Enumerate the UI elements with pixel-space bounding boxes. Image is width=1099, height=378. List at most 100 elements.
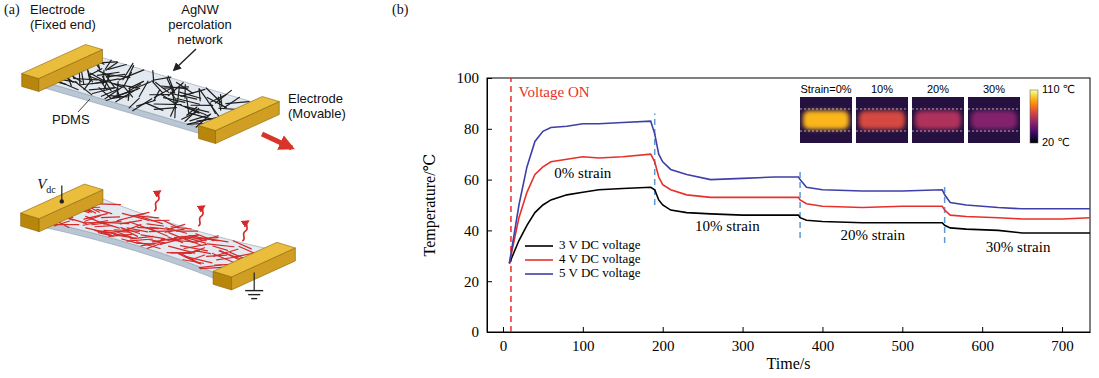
nanowire [115, 231, 131, 237]
nanowire [178, 88, 179, 98]
thermal-band [971, 111, 1017, 129]
nanowire [147, 224, 163, 226]
tick-mark [1062, 327, 1063, 332]
figure: (a)Electrode(Fixed end)AgNWpercolationne… [0, 0, 1099, 378]
tick-label: 100 [457, 70, 480, 86]
nanowire [120, 220, 141, 223]
nanowire [191, 105, 213, 106]
tick-label: 80 [464, 121, 479, 137]
inset: Strain=0%10%20%30%110 ℃20 ℃ [800, 83, 1075, 148]
thermal-band [859, 111, 905, 129]
tick-mark [487, 281, 492, 282]
tick-label: 200 [652, 338, 675, 354]
legend-label: 3 V DC voltage [559, 237, 641, 252]
nanowire [106, 76, 114, 87]
thermal-band [803, 111, 849, 129]
nanowire [151, 220, 169, 222]
tick-mark [822, 327, 823, 332]
x-axis: 0100200300400500600700 [488, 327, 1091, 354]
tick-label: 60 [464, 172, 479, 188]
tick-label: 0 [500, 338, 508, 354]
colorbar-label: 110 ℃ [1042, 83, 1075, 95]
nanowire [97, 209, 112, 213]
nanowire [83, 220, 108, 225]
tick: 300 [732, 327, 755, 354]
tick-mark [487, 332, 492, 333]
annotation: 20% strain [840, 227, 905, 243]
nanowire [207, 244, 234, 247]
tick-mark [487, 129, 492, 130]
sample-edge [800, 108, 852, 109]
legend-swatch [525, 273, 553, 275]
legend-swatch [525, 259, 553, 261]
sample-edge [912, 108, 964, 109]
legend-label: 4 V DC voltage [559, 251, 641, 266]
nanowire [215, 90, 231, 103]
nanowire [185, 238, 202, 245]
series-line [509, 154, 1090, 263]
nanowire [95, 230, 112, 235]
nanowire [226, 102, 249, 104]
nanowire [99, 203, 121, 205]
voltage-subscript: dc [46, 184, 56, 195]
thermal-background [912, 97, 964, 143]
nanowire [84, 80, 91, 90]
tick-label: 500 [892, 338, 915, 354]
nanowire [171, 227, 191, 229]
nanowire [95, 226, 112, 227]
terminal-wire [61, 185, 62, 201]
thermal-background [856, 97, 908, 143]
nanowire [130, 236, 153, 238]
tick-label: 700 [1051, 338, 1074, 354]
nanowire [90, 73, 106, 82]
nanowire [164, 87, 189, 88]
nanowire [210, 103, 215, 113]
leader-line [78, 99, 90, 112]
panel-label: (a) [4, 2, 20, 18]
tick-label: 20 [464, 274, 479, 290]
y-axis: 0 20 40 60 80 100 [457, 70, 493, 340]
tick: 100 [572, 327, 595, 354]
legend: 3 V DC voltage4 V DC voltage5 V DC volta… [525, 237, 641, 280]
tick-mark [487, 180, 492, 181]
nanowire [128, 84, 140, 91]
nanowire [171, 93, 197, 99]
nanowire [195, 237, 218, 239]
annotation: 10% strain [695, 218, 760, 234]
ground-bar [251, 298, 257, 299]
nanowire [98, 70, 111, 77]
tick-mark [743, 327, 744, 332]
tick: 700 [1051, 327, 1074, 354]
tick: 500 [892, 327, 915, 354]
sample-edge [856, 108, 908, 109]
label-movable-electrode: Electrode [288, 91, 343, 106]
colorbar [1030, 90, 1038, 143]
nanowire [98, 233, 113, 237]
nanowire [169, 246, 195, 253]
heat-arrow [198, 206, 204, 226]
electrode-right-top [213, 242, 295, 277]
tick-label: 40 [464, 223, 479, 239]
nanowire [108, 65, 126, 70]
y-axis-title: Temperature/℃ [421, 154, 439, 257]
nanowire [123, 73, 131, 87]
panel-label: (b) [392, 2, 409, 18]
tick: 20 [464, 274, 492, 290]
nanowire [186, 107, 199, 113]
axis-line [487, 79, 488, 333]
nanowire [191, 255, 205, 260]
nanowire [130, 222, 154, 231]
electrode-right [213, 242, 295, 290]
nanowire [106, 92, 129, 101]
tick-label: 0 [472, 324, 480, 340]
tick: 80 [464, 121, 492, 137]
nanowire [189, 236, 217, 241]
nanowire [206, 255, 226, 256]
plot-frame [487, 78, 1090, 332]
tick-mark [663, 327, 664, 332]
nanowire [171, 99, 178, 116]
tick: 400 [812, 327, 835, 354]
sample-edge [968, 108, 1020, 109]
leader-arrow [174, 49, 196, 70]
electrode-movable-top [199, 97, 280, 131]
